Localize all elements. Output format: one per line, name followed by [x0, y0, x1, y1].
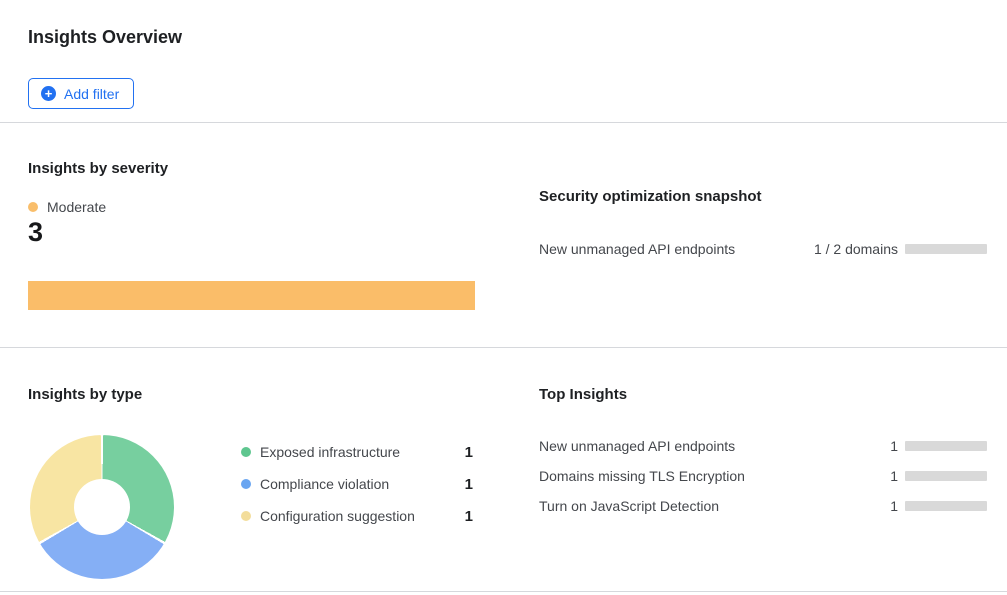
legend-item: Configuration suggestion 1 [241, 507, 473, 525]
legend-value: 1 [464, 475, 473, 493]
legend-label: Compliance violation [260, 476, 390, 492]
top-insight-label: Domains missing TLS Encryption [539, 468, 745, 484]
top-insight-value: 1 [890, 498, 898, 514]
snapshot-row-value: 1 / 2 domains [813, 241, 898, 257]
legend-label: Exposed infrastructure [260, 444, 401, 460]
legend-item: Exposed infrastructure 1 [241, 443, 473, 461]
compliance-violation-dot-icon [241, 479, 251, 489]
severity-legend-label: Moderate [47, 199, 107, 215]
severity-bar-chart [28, 281, 475, 310]
add-filter-button[interactable]: + Add filter [28, 78, 135, 109]
by-type-legend: Exposed infrastructure 1 Compliance viol… [241, 443, 473, 525]
snapshot-row: New unmanaged API endpoints 1 / 2 domain… [539, 241, 987, 257]
moderate-dot-icon [28, 202, 38, 212]
top-insight-bar-track [905, 441, 987, 451]
top-insights-section-title: Top Insights [539, 386, 628, 403]
top-insight-row: Turn on JavaScript Detection 1 [539, 498, 987, 514]
snapshot-section-title: Security optimization snapshot [539, 188, 762, 205]
legend-value: 1 [464, 443, 473, 461]
insights-by-type-donut-chart [30, 435, 174, 579]
severity-legend-item: Moderate [28, 199, 106, 215]
top-insight-row: New unmanaged API endpoints 1 [539, 438, 987, 454]
snapshot-progress-track [905, 244, 987, 254]
by-type-section-title: Insights by type [28, 386, 143, 403]
top-insight-value: 1 [890, 438, 898, 454]
severity-count: 3 [28, 217, 44, 247]
bottom-divider [0, 591, 1007, 592]
snapshot-row-label: New unmanaged API endpoints [539, 241, 736, 257]
top-insight-label: New unmanaged API endpoints [539, 438, 736, 454]
top-insight-value: 1 [890, 468, 898, 484]
exposed-infrastructure-dot-icon [241, 447, 251, 457]
donut-hole [74, 479, 130, 535]
legend-label: Configuration suggestion [260, 508, 415, 524]
top-insight-bar-track [905, 501, 987, 511]
plus-circle-icon: + [41, 86, 56, 101]
mid-divider [0, 347, 1007, 348]
top-insight-bar-track [905, 471, 987, 481]
header-divider [0, 122, 1007, 123]
configuration-suggestion-dot-icon [241, 511, 251, 521]
top-insights-list: New unmanaged API endpoints 1 Domains mi… [539, 438, 987, 514]
legend-value: 1 [464, 507, 473, 525]
severity-section-title: Insights by severity [28, 160, 169, 177]
page-title: Insights Overview [28, 27, 183, 47]
top-insight-row: Domains missing TLS Encryption 1 [539, 468, 987, 484]
top-insight-label: Turn on JavaScript Detection [539, 498, 720, 514]
add-filter-label: Add filter [64, 85, 120, 102]
legend-item: Compliance violation 1 [241, 475, 473, 493]
